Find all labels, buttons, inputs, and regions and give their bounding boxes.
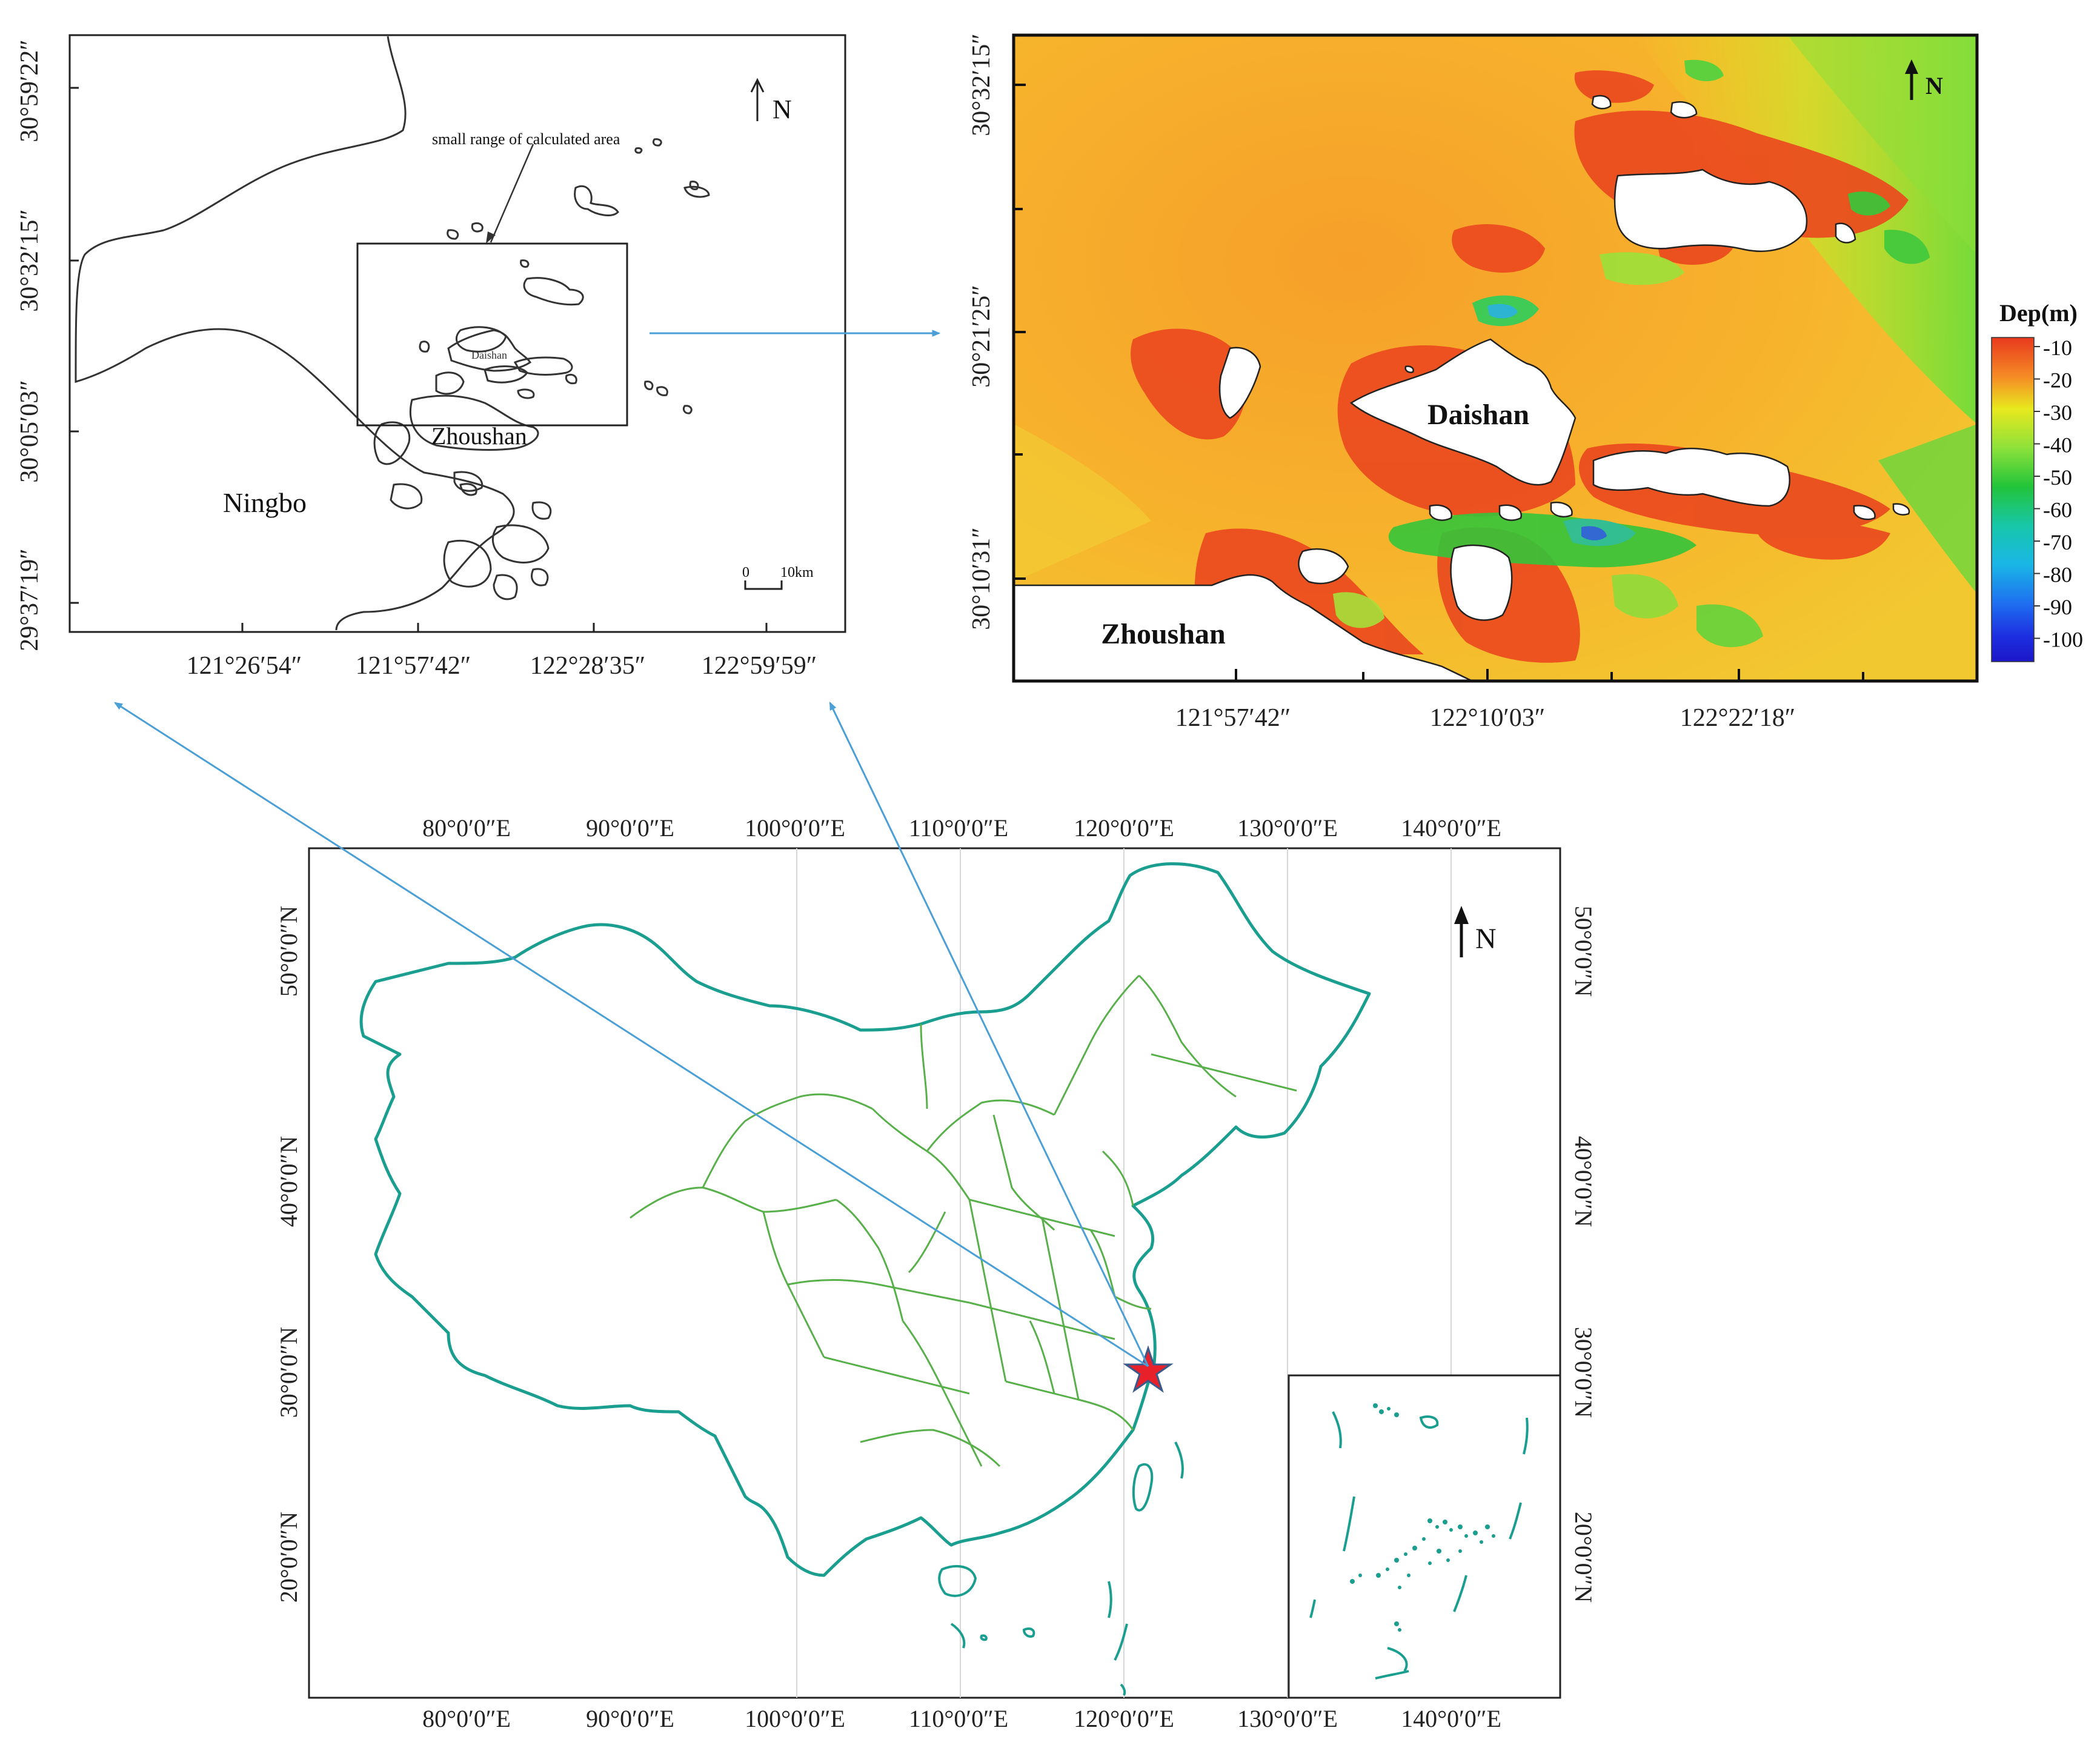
panel-b-lon-ticks xyxy=(1235,669,1864,681)
panel-c-north-arrow: N xyxy=(1454,906,1497,957)
panel-b-lat-ticks xyxy=(1014,84,1026,580)
panel-c-lat-left: 40°0′0″N xyxy=(275,1136,302,1227)
panel-c-lon-top: 120°0′0″E xyxy=(1074,814,1174,842)
province-borders xyxy=(630,974,1297,1467)
panel-a-north-arrow: N xyxy=(750,78,792,124)
panel-a-daishan-island xyxy=(447,329,532,372)
panel-a-scale-bar: 0 10km xyxy=(742,565,814,590)
label-ningbo: Ningbo xyxy=(223,487,307,518)
panel-c-lon-bottom: 100°0′0″E xyxy=(745,1705,845,1732)
panel-b-north-label: N xyxy=(1926,72,1943,99)
arrow-star-to-a-left xyxy=(114,702,1149,1368)
panel-a-north-label: N xyxy=(773,95,792,124)
panel-c-lat-left: 30°0′0″N xyxy=(275,1327,302,1418)
depth-legend-label: -90 xyxy=(2043,595,2072,619)
panel-b-depth-map: Daishan Zhoushan N 30°32′15″ 30°21′25″ 3… xyxy=(968,33,2083,732)
depth-legend-label: -80 xyxy=(2043,563,2072,587)
panel-a-lon-ticks xyxy=(241,623,768,632)
annotation-leader xyxy=(490,144,534,243)
panel-a-lat-label: 29°37′19″ xyxy=(16,548,44,651)
panel-c-lon-bottom: 130°0′0″E xyxy=(1237,1705,1338,1732)
panel-c-lat-left: 50°0′0″N xyxy=(275,906,302,997)
panel-c-lat-right: 20°0′0″N xyxy=(1570,1512,1597,1603)
depth-legend-label: -30 xyxy=(2043,401,2072,425)
panel-c-lon-bottom: 110°0′0″E xyxy=(909,1705,1008,1732)
panel-b-north-arrow: N xyxy=(1905,59,1943,100)
panel-b-lon-label: 121°57′42″ xyxy=(1175,704,1291,732)
depth-legend-label: -40 xyxy=(2043,433,2072,457)
panel-a-daishan-label: Daishan xyxy=(471,349,507,361)
panel-a-lat-ticks xyxy=(70,87,79,604)
depth-legend-label: -20 xyxy=(2043,368,2072,393)
panel-b-lon-label: 122°22′18″ xyxy=(1680,704,1795,732)
china-outline xyxy=(359,862,1371,1577)
panel-a-lat-label: 30°59′22″ xyxy=(16,39,44,142)
panel-c-lon-top: 90°0′0″E xyxy=(586,814,674,842)
connector-arrows xyxy=(114,330,1149,1368)
depth-legend-label: -10 xyxy=(2043,336,2072,360)
panel-c-lon-bottom: 90°0′0″E xyxy=(586,1705,674,1732)
panel-b-daishan-island xyxy=(1349,338,1577,486)
depth-legend-labels: -10 -20 -30 -40 -50 -60 -70 -80 -90 -100 xyxy=(2034,336,2083,652)
panel-c-lon-bottom: 140°0′0″E xyxy=(1401,1705,1501,1732)
panel-c-lat-right: 30°0′0″N xyxy=(1570,1327,1597,1418)
calculated-area-rectangle xyxy=(356,242,628,427)
panel-b-lon-label: 122°10′03″ xyxy=(1430,704,1545,732)
arrow-star-to-a-right xyxy=(829,701,1149,1367)
south-china-sea-inset xyxy=(1288,1374,1561,1699)
panel-b-lat-label: 30°32′15″ xyxy=(968,33,995,136)
panel-a-lon-label: 121°26′54″ xyxy=(187,652,302,680)
panel-c-lat-left: 20°0′0″N xyxy=(275,1512,302,1603)
panel-a-lon-label: 121°57′42″ xyxy=(356,652,471,680)
panel-c-lon-top: 130°0′0″E xyxy=(1237,814,1338,842)
panel-c-lon-bottom: 120°0′0″E xyxy=(1074,1705,1174,1732)
panel-b-lat-label: 30°10′31″ xyxy=(968,527,995,630)
panel-c-china-map: N 80°0′0″E 90°0′0″E 100°0′0″E 110°0′0″E … xyxy=(275,814,1597,1732)
panel-a-lat-label: 30°05′03″ xyxy=(16,380,44,482)
panel-c-lon-top: 110°0′0″E xyxy=(909,814,1008,842)
panel-a-coastline xyxy=(75,36,515,631)
depth-legend-label: -70 xyxy=(2043,530,2072,554)
calculated-area-annotation: small range of calculated area xyxy=(432,130,620,148)
panel-a-islands xyxy=(373,138,710,600)
panel-a-regional-map: Daishan small range of calculated area N… xyxy=(16,34,846,680)
depth-legend-label: -60 xyxy=(2043,498,2072,522)
panel-c-lon-bottom: 80°0′0″E xyxy=(422,1705,511,1732)
panel-b-lat-label: 30°21′25″ xyxy=(968,285,995,387)
panel-c-lon-top: 140°0′0″E xyxy=(1401,814,1501,842)
panel-a-lon-label: 122°28′35″ xyxy=(530,652,645,680)
panel-c-north-label: N xyxy=(1475,923,1497,955)
panel-a-lon-label: 122°59′59″ xyxy=(702,652,817,680)
panel-c-islands xyxy=(938,1441,1184,1696)
annotation-leader-head xyxy=(486,231,496,244)
depth-legend-label: -100 xyxy=(2043,628,2083,652)
depth-legend: Dep(m) -10 -20 -30 -40 -50 -60 -70 -80 -90 -100 xyxy=(1991,299,2083,662)
panel-b-zhoushan-land xyxy=(1014,574,1473,681)
label-zhoushan-a: Zhoushan xyxy=(431,422,527,450)
depth-legend-title: Dep(m) xyxy=(1999,299,2078,327)
panel-b-frame xyxy=(1012,33,1979,683)
panel-c-lat-right: 40°0′0″N xyxy=(1570,1136,1597,1227)
panel-c-lat-right: 50°0′0″N xyxy=(1570,906,1597,997)
panel-a-daishan-east xyxy=(513,356,573,376)
panel-b-daishan-label: Daishan xyxy=(1427,399,1529,431)
depth-legend-label: -50 xyxy=(2043,465,2072,490)
location-star xyxy=(1123,1345,1174,1393)
panel-a-lat-label: 30°32′15″ xyxy=(16,209,44,311)
panel-c-lon-top: 100°0′0″E xyxy=(745,814,845,842)
scale-label: 10km xyxy=(780,565,814,580)
depth-colorbar xyxy=(1991,337,2035,662)
panel-b-zhoushan-label: Zhoushan xyxy=(1101,618,1225,650)
scale-zero: 0 xyxy=(742,565,749,580)
panel-c-lon-top: 80°0′0″E xyxy=(422,814,511,842)
